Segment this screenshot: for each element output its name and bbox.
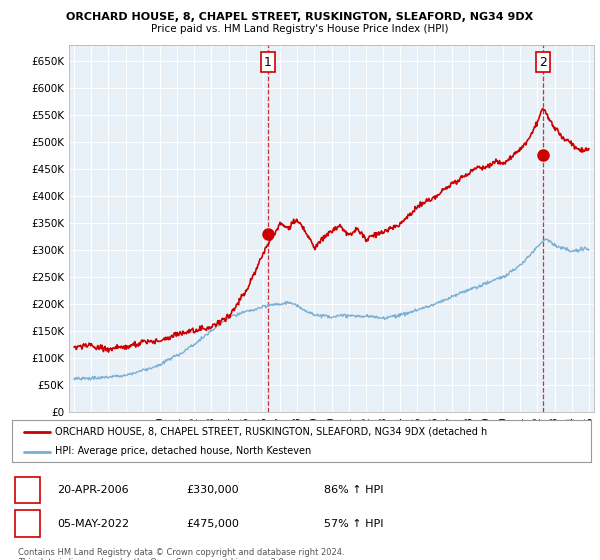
Text: Price paid vs. HM Land Registry's House Price Index (HPI): Price paid vs. HM Land Registry's House … <box>151 24 449 34</box>
Text: 1: 1 <box>23 483 32 497</box>
Text: 05-MAY-2022: 05-MAY-2022 <box>57 519 129 529</box>
Text: 20-APR-2006: 20-APR-2006 <box>57 485 128 495</box>
Text: Contains HM Land Registry data © Crown copyright and database right 2024.
This d: Contains HM Land Registry data © Crown c… <box>18 548 344 560</box>
Text: 2: 2 <box>539 55 547 68</box>
Text: 1: 1 <box>264 55 272 68</box>
Text: £330,000: £330,000 <box>186 485 239 495</box>
Text: £475,000: £475,000 <box>186 519 239 529</box>
Text: 2: 2 <box>23 517 32 530</box>
Text: ORCHARD HOUSE, 8, CHAPEL STREET, RUSKINGTON, SLEAFORD, NG34 9DX (detached h: ORCHARD HOUSE, 8, CHAPEL STREET, RUSKING… <box>55 427 488 437</box>
Text: ORCHARD HOUSE, 8, CHAPEL STREET, RUSKINGTON, SLEAFORD, NG34 9DX: ORCHARD HOUSE, 8, CHAPEL STREET, RUSKING… <box>67 12 533 22</box>
Text: 86% ↑ HPI: 86% ↑ HPI <box>324 485 383 495</box>
Text: HPI: Average price, detached house, North Kesteven: HPI: Average price, detached house, Nort… <box>55 446 311 456</box>
Text: 57% ↑ HPI: 57% ↑ HPI <box>324 519 383 529</box>
